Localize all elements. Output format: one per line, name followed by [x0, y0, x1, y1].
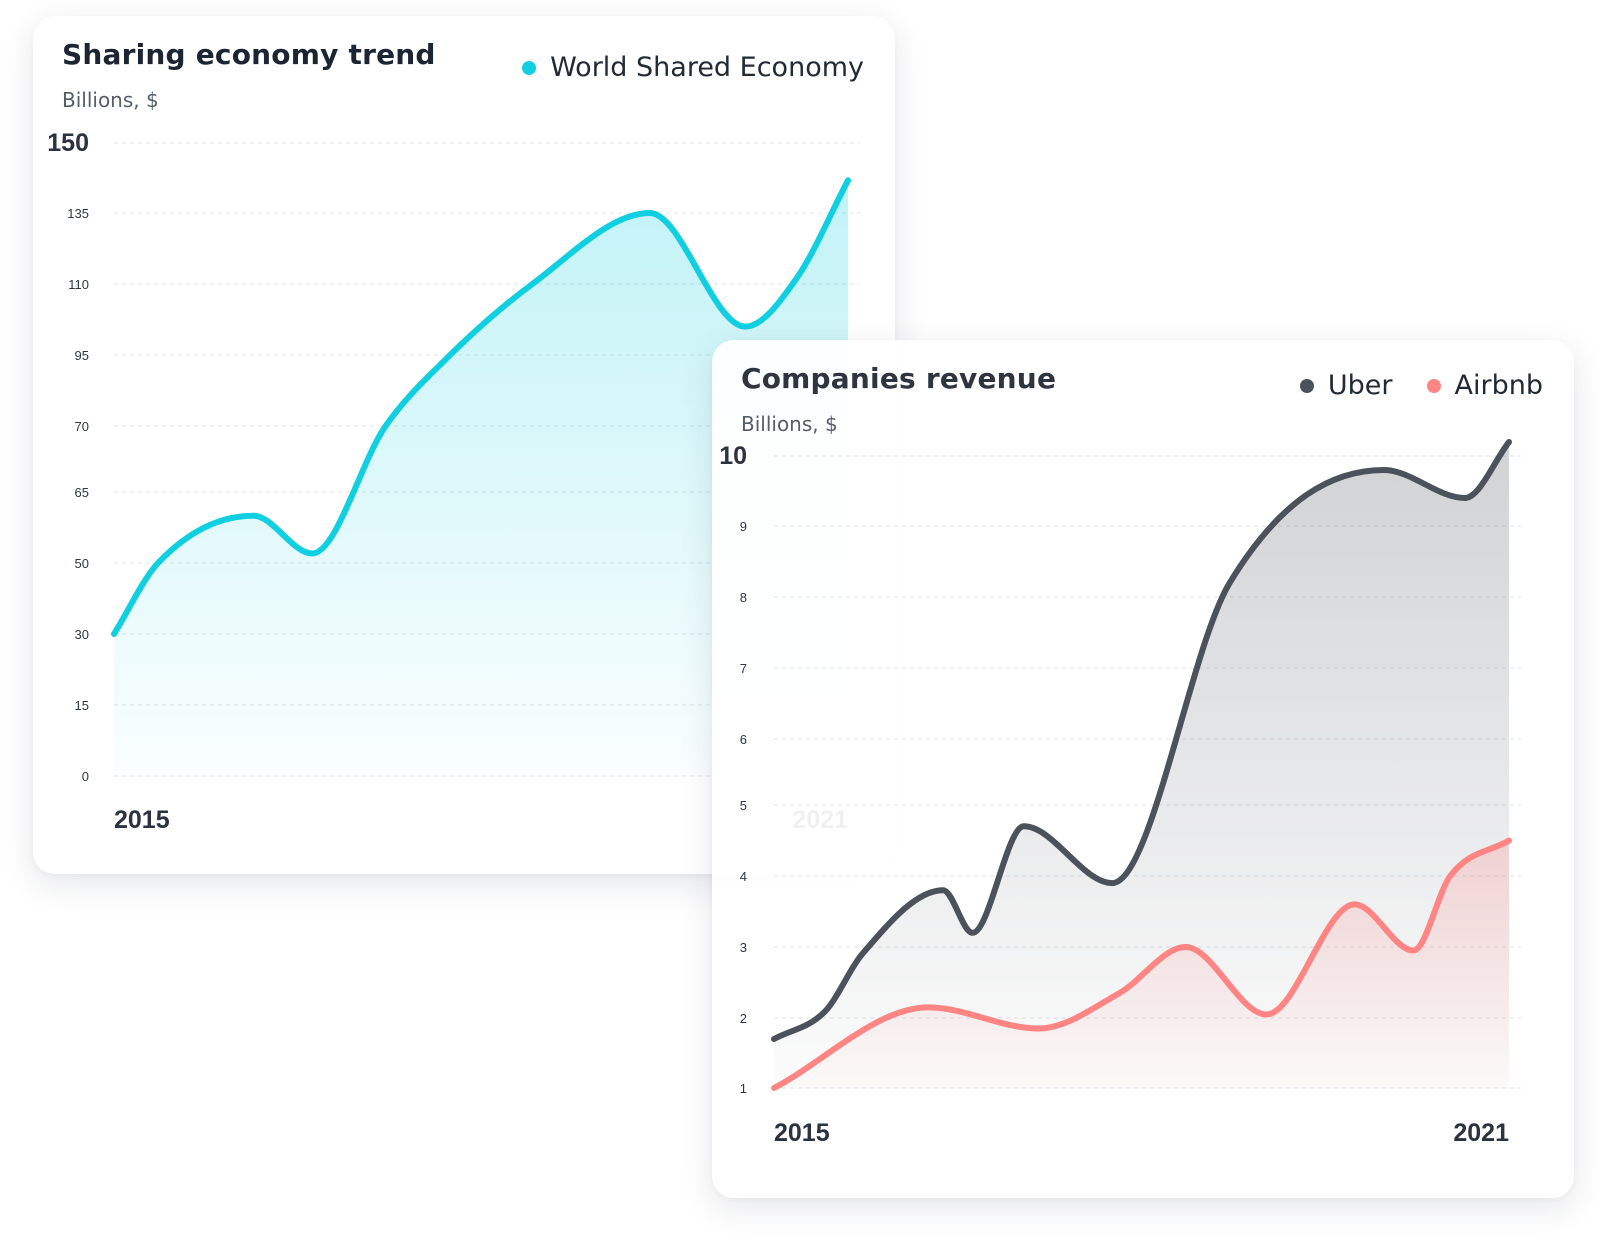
- area-fills: [114, 180, 848, 777]
- area-world-shared-economy: [114, 180, 848, 777]
- series-lines: [111, 177, 851, 637]
- y-tick-label: 2: [740, 1011, 747, 1026]
- legend-label: World Shared Economy: [550, 52, 864, 83]
- legend-dot-icon: [1426, 378, 1441, 393]
- legend-item-airbnb: Airbnb: [1426, 370, 1543, 401]
- companies-revenue-card: 10 9 8 7 6 5 4 3 2 1 2015 2021 Companies revenue B…: [712, 340, 1574, 1198]
- legend-item-world-shared-economy: World Shared Economy: [522, 52, 864, 83]
- legend-dot-icon: [522, 60, 537, 75]
- chart-subtitle: Billions, $: [741, 412, 838, 436]
- legend-label: Uber: [1327, 370, 1393, 401]
- y-tick-label: 6: [740, 732, 747, 747]
- chart-legend: Uber Airbnb: [1299, 370, 1543, 401]
- line-uber: [771, 439, 1512, 1042]
- line-airbnb: [771, 837, 1512, 1091]
- companies-revenue-chart: 10 9 8 7 6 5 4 3 2 1 2015 2021: [719, 439, 1521, 1147]
- y-tick-label: 9: [740, 519, 747, 534]
- y-tick-label: 0: [82, 769, 89, 784]
- line-world-shared-economy: [111, 177, 851, 637]
- y-tick-label: 95: [75, 348, 89, 363]
- series-lines: [771, 439, 1512, 1091]
- chart-title: Companies revenue: [741, 362, 1057, 395]
- y-axis-ticks: 10 9 8 7 6 5 4 3 2 1: [719, 442, 747, 1096]
- y-tick-label: 110: [68, 277, 89, 292]
- y-tick-label: 50: [75, 556, 89, 571]
- y-tick-label: 70: [75, 419, 89, 434]
- y-tick-label: 150: [47, 129, 89, 157]
- area-airbnb: [774, 840, 1509, 1088]
- area-fills: [774, 442, 1509, 1088]
- y-tick-label: 7: [740, 661, 747, 676]
- chart-subtitle: Billions, $: [62, 88, 159, 112]
- y-tick-label: 10: [719, 442, 747, 470]
- legend-dot-icon: [1299, 378, 1314, 393]
- x-axis-ticks: 2015 2021: [774, 1119, 1509, 1147]
- y-tick-label: 15: [75, 698, 89, 713]
- legend-label: Airbnb: [1454, 370, 1543, 401]
- x-tick-label: 2015: [774, 1119, 830, 1147]
- y-tick-label: 8: [740, 590, 747, 605]
- y-tick-label: 4: [740, 869, 747, 884]
- chart-title: Sharing economy trend: [62, 38, 436, 71]
- y-tick-label: 135: [67, 206, 89, 221]
- y-tick-label: 3: [740, 940, 747, 955]
- y-tick-label: 1: [740, 1081, 747, 1096]
- x-tick-label: 2015: [114, 806, 170, 834]
- area-uber: [774, 442, 1509, 1088]
- chart-legend: World Shared Economy: [522, 52, 864, 83]
- y-tick-label: 30: [75, 627, 89, 642]
- y-tick-label: 65: [75, 485, 89, 500]
- legend-item-uber: Uber: [1299, 370, 1393, 401]
- x-tick-label: 2021: [1453, 1119, 1509, 1147]
- y-tick-label: 5: [740, 798, 747, 813]
